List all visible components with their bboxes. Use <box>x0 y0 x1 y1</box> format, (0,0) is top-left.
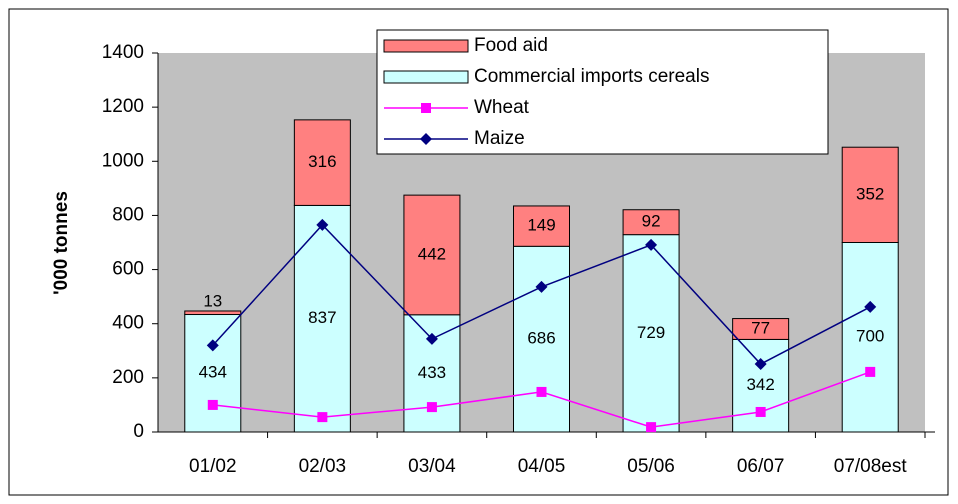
x-tick-label: 03/04 <box>408 456 456 477</box>
marker <box>317 412 328 423</box>
legend-swatch <box>383 70 469 84</box>
x-tick-label: 06/07 <box>737 456 785 477</box>
data-label: 342 <box>746 375 774 394</box>
data-label: 700 <box>856 327 884 346</box>
x-tick-label: 07/08est <box>834 456 908 477</box>
marker <box>754 358 767 371</box>
data-label: 686 <box>527 329 555 348</box>
marker <box>646 422 657 433</box>
data-label: 433 <box>418 363 446 382</box>
x-tick-label: 04/05 <box>518 456 566 477</box>
bar <box>184 314 242 433</box>
y-tick-label: 1200 <box>102 96 144 117</box>
data-label: 434 <box>199 363 227 382</box>
bar <box>293 204 351 433</box>
x-tick-label: 01/02 <box>189 456 237 477</box>
marker <box>426 402 437 413</box>
bar <box>622 234 680 433</box>
y-tick-label: 1000 <box>102 150 144 171</box>
legend-label: Maize <box>474 128 525 149</box>
data-label: 442 <box>418 244 446 263</box>
marker <box>865 366 876 377</box>
y-tick-label: 0 <box>133 421 144 442</box>
y-tick-label: 600 <box>112 259 144 280</box>
bar <box>293 119 351 206</box>
data-label: 149 <box>527 216 555 235</box>
marker <box>645 238 658 251</box>
marker <box>536 386 547 397</box>
bar <box>184 310 242 316</box>
data-label: 729 <box>637 323 665 342</box>
data-label: 13 <box>203 291 222 310</box>
y-tick-label: 1400 <box>102 42 144 63</box>
data-label: 837 <box>308 308 336 327</box>
marker <box>425 332 438 345</box>
bar <box>403 194 461 316</box>
y-axis-label: '000 tonnes <box>51 191 72 295</box>
marker <box>316 218 329 231</box>
x-tick-label: 05/06 <box>627 456 675 477</box>
y-tick-label: 400 <box>112 313 144 334</box>
marker <box>864 300 877 313</box>
legend-label: Commercial imports cereals <box>474 66 709 87</box>
legend-label: Food aid <box>474 35 548 56</box>
legend-label: Wheat <box>474 97 530 118</box>
bar <box>622 209 680 236</box>
bar <box>403 314 461 433</box>
data-label: 92 <box>642 212 661 231</box>
marker <box>207 399 218 410</box>
data-label: 316 <box>308 152 336 171</box>
y-tick-label: 800 <box>112 204 144 225</box>
legend-marker <box>420 133 432 145</box>
marker <box>535 280 548 293</box>
legend-marker <box>421 103 431 113</box>
legend-swatch <box>383 39 469 53</box>
bar <box>513 205 570 247</box>
y-tick-label: 200 <box>112 367 144 388</box>
data-label: 77 <box>751 318 770 337</box>
marker <box>206 339 219 352</box>
data-label: 352 <box>856 184 884 203</box>
x-tick-label: 02/03 <box>299 456 347 477</box>
marker <box>755 406 766 417</box>
bar <box>732 318 790 340</box>
bar <box>513 245 570 433</box>
bar <box>841 146 899 243</box>
